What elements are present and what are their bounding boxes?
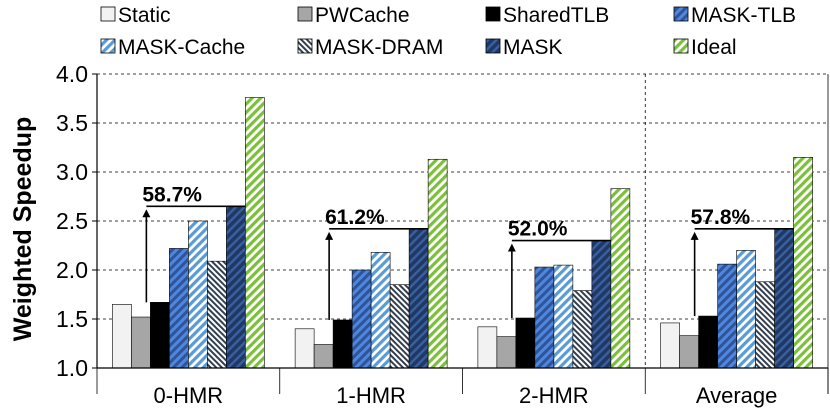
bar-average-sharedtlb [698,315,718,369]
axes: 1.0 1.5 2.0 2.5 3.0 3.5 4.0 0-HMR 1-HMR 2-HMR Aver… [9,61,829,408]
legend-label-mask-tlb: MASK-TLB [691,4,796,27]
bar-average-mask [774,228,794,369]
legend-swatch-mask-cache [100,38,116,54]
bar-1-hmr-sharedtlb [332,319,353,369]
bar-2-hmr-mask-cache [553,264,574,369]
bar-average-mask-dram [755,281,775,369]
bars [112,97,813,369]
bar-average-static [660,322,680,369]
legend-label-ideal: Ideal [691,36,737,59]
bar-1-hmr-pwcache [313,344,334,369]
legend-swatch-mask-tlb [673,6,689,22]
bar-1-hmr-mask-tlb [351,269,372,369]
bar-1-hmr-mask-cache [370,252,391,369]
bar-0-hmr-sharedtlb [150,302,170,369]
y-tick-label: 2.5 [56,208,88,234]
y-tick-label: 1.0 [56,355,88,381]
bar-average-ideal [793,157,813,369]
annotation-label-average: 57.8% [691,206,751,229]
bar-2-hmr-ideal [610,188,631,369]
legend-label-mask-dram: MASK-DRAM [315,36,443,59]
legend-swatch-mask [485,38,501,54]
annotation-label-2-hmr: 52.0% [508,218,568,241]
y-tick-label: 3.0 [56,159,88,185]
bar-2-hmr-sharedtlb [515,317,536,369]
legend-swatch-sharedtlb [485,6,501,22]
legend-swatch-pwcache [297,6,313,22]
bar-1-hmr-static [294,328,315,369]
x-tick-label-2-hmr: 2-HMR [519,383,589,408]
legend-swatch-static [100,6,116,22]
bar-2-hmr-mask-dram [572,290,593,369]
x-tick-label-average: Average [696,383,778,408]
legend-swatch-mask-dram [297,38,313,54]
bar-1-hmr-ideal [427,158,448,369]
bar-1-hmr-mask [408,228,429,369]
bar-0-hmr-ideal [245,97,265,369]
bar-average-mask-tlb [717,263,737,369]
x-tick-label-0-hmr: 0-HMR [154,383,224,408]
legend-label-static: Static [118,4,171,27]
bar-0-hmr-mask-cache [188,220,208,369]
y-tick-label: 3.5 [56,110,88,136]
legend-label-mask: MASK [503,36,563,59]
x-tick-label-1-hmr: 1-HMR [336,383,406,408]
bar-0-hmr-static [112,303,132,369]
bar-2-hmr-pwcache [496,336,517,369]
bar-2-hmr-mask [591,240,612,369]
y-tick-label: 4.0 [56,61,88,87]
bar-0-hmr-mask [226,206,246,369]
y-axis-title: Weighted Speedup [9,117,37,342]
bar-0-hmr-mask-dram [207,260,227,369]
y-tick-label: 2.0 [56,257,88,283]
y-tick-label: 1.5 [56,306,88,332]
legend: Static PWCache SharedTLB MASK-TLB MASK-Cache… [100,4,796,59]
annotation-label-1-hmr: 61.2% [325,206,385,229]
annotation-label-0-hmr: 58.7% [142,183,202,206]
legend-label-mask-cache: MASK-Cache [118,36,245,59]
bar-0-hmr-mask-tlb [169,248,189,369]
legend-swatch-ideal [673,38,689,54]
bar-2-hmr-static [477,326,498,369]
bar-2-hmr-mask-tlb [534,266,555,369]
bar-0-hmr-pwcache [131,316,151,369]
bar-1-hmr-mask-dram [389,284,410,369]
legend-label-sharedtlb: SharedTLB [503,4,609,27]
bar-average-mask-cache [736,250,756,369]
bar-average-pwcache [679,335,699,369]
legend-label-pwcache: PWCache [315,4,410,27]
annotations: 58.7% 61.2% 52.0% 57.8% [142,183,794,320]
